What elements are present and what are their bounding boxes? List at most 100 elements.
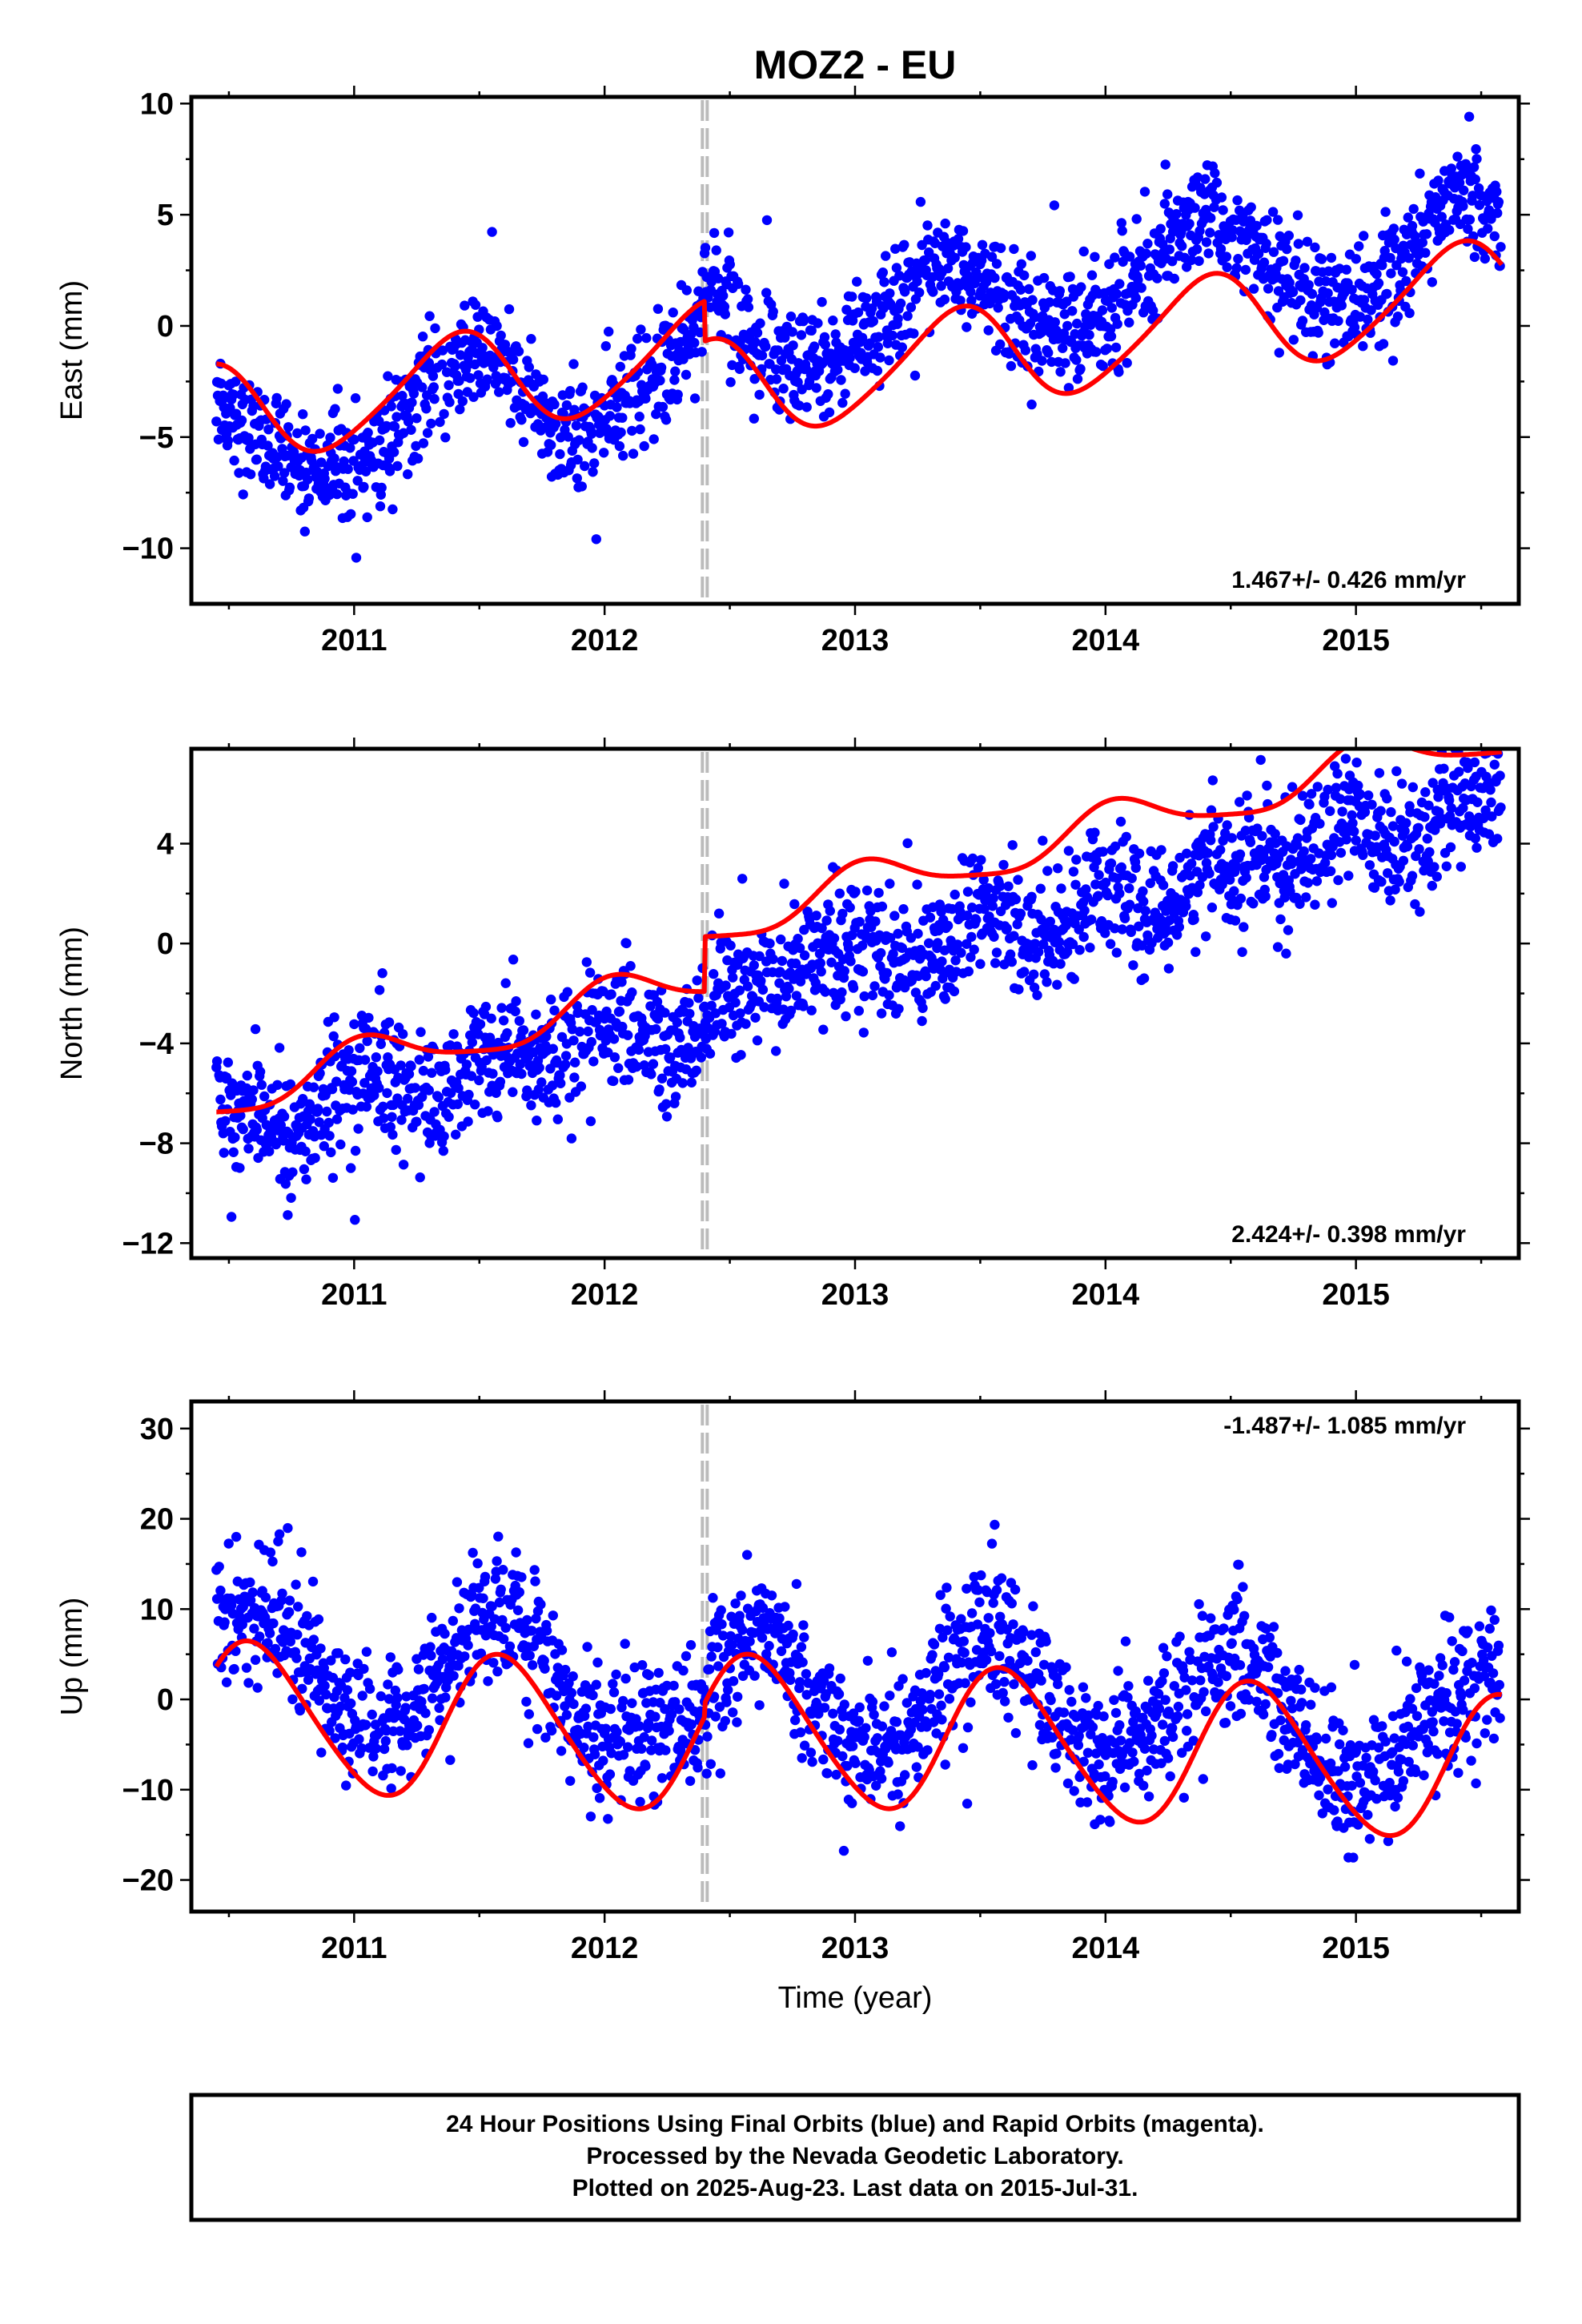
north-data-point bbox=[730, 997, 741, 1008]
east-data-point bbox=[1111, 288, 1122, 300]
up-data-point bbox=[1143, 1675, 1154, 1686]
east-data-point bbox=[381, 420, 391, 432]
east-data-point bbox=[398, 428, 409, 438]
north-data-point bbox=[560, 1059, 571, 1070]
up-data-point bbox=[1220, 1718, 1231, 1728]
up-data-point bbox=[603, 1814, 613, 1824]
up-data-point bbox=[1027, 1760, 1038, 1771]
up-data-point bbox=[1129, 1756, 1139, 1767]
east-data-point bbox=[1019, 270, 1030, 281]
east-data-point bbox=[292, 428, 303, 439]
up-data-point bbox=[440, 1628, 450, 1639]
east-data-point bbox=[332, 384, 343, 394]
east-data-point bbox=[713, 273, 724, 283]
east-data-point bbox=[1072, 318, 1082, 329]
north-data-point bbox=[541, 1031, 552, 1042]
east-data-point bbox=[444, 397, 455, 408]
east-data-point bbox=[920, 255, 931, 266]
up-data-point bbox=[1188, 1735, 1199, 1746]
up-data-point bbox=[504, 1641, 516, 1651]
north-data-point bbox=[1337, 806, 1347, 817]
up-data-point bbox=[875, 1766, 885, 1776]
north-data-point bbox=[346, 1066, 357, 1076]
north-data-point bbox=[834, 888, 845, 899]
up-data-point bbox=[427, 1612, 437, 1623]
north-data-point bbox=[967, 853, 978, 864]
east-x-tick-label: 2014 bbox=[1072, 624, 1140, 657]
north-data-point bbox=[811, 911, 821, 921]
east-data-point bbox=[496, 330, 506, 341]
north-data-point bbox=[1385, 895, 1395, 906]
north-data-point bbox=[888, 948, 898, 959]
north-data-point bbox=[1030, 939, 1041, 949]
east-data-point bbox=[1227, 225, 1238, 235]
up-data-point bbox=[818, 1676, 829, 1687]
up-data-point bbox=[606, 1748, 616, 1759]
north-data-point bbox=[1299, 846, 1309, 857]
north-data-point bbox=[526, 1100, 536, 1111]
up-data-point bbox=[437, 1654, 448, 1665]
north-data-point bbox=[987, 901, 998, 911]
chart-title: MOZ2 - EU bbox=[754, 42, 957, 87]
east-data-point bbox=[1452, 151, 1463, 162]
east-data-point bbox=[1468, 162, 1480, 172]
up-data-point bbox=[764, 1641, 774, 1651]
east-data-point bbox=[298, 409, 308, 420]
up-data-point bbox=[277, 1588, 287, 1599]
north-data-point bbox=[1427, 880, 1438, 891]
east-data-point bbox=[1160, 159, 1170, 170]
east-data-point bbox=[725, 377, 736, 388]
north-data-point bbox=[576, 1081, 587, 1092]
up-data-point bbox=[245, 1577, 255, 1588]
up-data-point bbox=[847, 1741, 858, 1751]
north-data-point bbox=[556, 1078, 566, 1089]
north-data-point bbox=[1327, 898, 1338, 908]
north-data-point bbox=[1052, 979, 1062, 990]
up-data-point bbox=[368, 1751, 379, 1762]
east-data-point bbox=[626, 344, 636, 354]
east-data-point bbox=[1215, 243, 1227, 255]
north-data-point bbox=[1389, 836, 1399, 847]
north-data-point bbox=[1045, 916, 1056, 927]
north-data-point bbox=[1340, 754, 1351, 764]
up-data-point bbox=[371, 1743, 381, 1754]
north-data-point bbox=[371, 1052, 381, 1063]
north-fit-curve bbox=[215, 749, 1504, 1115]
east-data-point bbox=[1182, 262, 1192, 272]
east-data-point bbox=[1492, 187, 1502, 197]
east-data-point bbox=[718, 291, 729, 301]
north-data-point bbox=[361, 1101, 372, 1112]
north-data-point bbox=[933, 938, 943, 948]
up-data-point bbox=[1219, 1623, 1229, 1634]
up-data-point bbox=[1034, 1719, 1046, 1731]
up-data-point bbox=[867, 1696, 878, 1707]
north-data-point bbox=[785, 1005, 797, 1016]
north-data-point bbox=[228, 1147, 239, 1158]
north-data-point bbox=[962, 939, 972, 950]
up-data-point bbox=[303, 1675, 314, 1685]
east-data-point bbox=[437, 345, 448, 356]
north-x-tick-label: 2015 bbox=[1322, 1278, 1390, 1312]
up-data-point bbox=[546, 1725, 557, 1736]
east-data-point bbox=[319, 473, 330, 484]
up-data-point bbox=[380, 1735, 391, 1747]
north-data-point bbox=[264, 1146, 275, 1157]
east-data-point bbox=[1489, 231, 1500, 242]
north-data-point bbox=[1167, 861, 1178, 871]
east-data-point bbox=[909, 328, 919, 339]
north-data-point bbox=[633, 1044, 644, 1055]
north-data-point bbox=[749, 960, 759, 971]
east-data-point bbox=[861, 293, 872, 304]
north-data-point bbox=[1486, 797, 1496, 808]
east-data-point bbox=[363, 428, 373, 438]
east-data-point bbox=[752, 328, 763, 338]
up-data-point bbox=[568, 1699, 579, 1710]
east-data-point bbox=[811, 383, 821, 393]
east-data-point bbox=[719, 301, 730, 312]
north-data-point bbox=[568, 1035, 579, 1046]
east-data-point bbox=[755, 318, 765, 328]
east-data-point bbox=[873, 332, 884, 342]
east-data-point bbox=[914, 287, 925, 298]
north-data-point bbox=[453, 1083, 464, 1094]
up-data-point bbox=[252, 1683, 263, 1693]
